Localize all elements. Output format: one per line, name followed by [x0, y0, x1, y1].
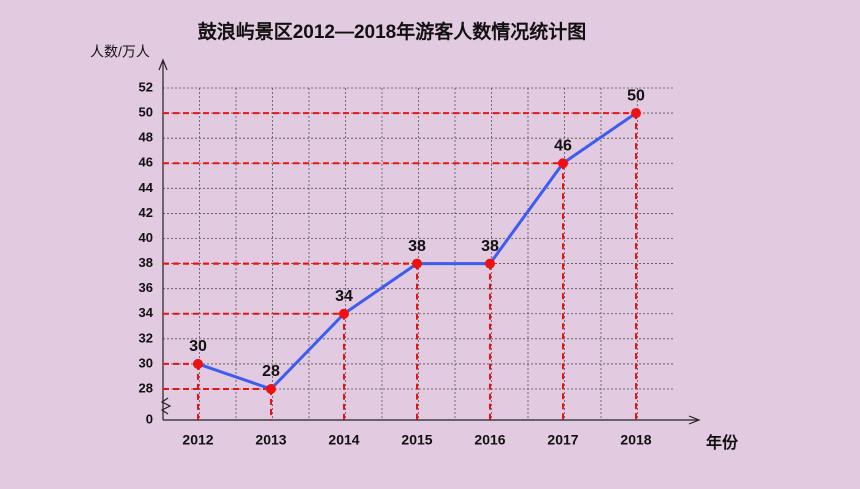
y-axis-arrow: [158, 58, 168, 71]
y-tick-label: 48: [139, 130, 153, 145]
y-tick-label: 38: [139, 255, 153, 270]
data-label: 50: [627, 87, 645, 104]
data-label: 30: [189, 338, 207, 355]
y-tick-label: 0: [146, 411, 153, 426]
data-point: [485, 258, 495, 269]
y-tick-label: 36: [139, 280, 153, 295]
axis-break: [160, 397, 172, 415]
y-tick-label: 32: [139, 330, 153, 345]
x-axis-arrow: [688, 415, 701, 425]
x-tick-label: 2017: [547, 432, 578, 448]
data-point: [266, 384, 276, 394]
y-tick-label: 42: [139, 205, 153, 220]
data-label: 38: [408, 238, 426, 255]
data-label: 46: [554, 137, 572, 154]
chart-title: 鼓浪屿景区2012—2018年游客人数情况统计图: [198, 20, 587, 43]
y-tick-label: 28: [139, 380, 153, 395]
data-label: 28: [262, 363, 280, 380]
y-tick-label: 52: [139, 79, 153, 94]
data-label: 38: [481, 238, 499, 255]
data-point: [412, 258, 422, 269]
y-tick-label: 46: [139, 155, 153, 170]
x-tick-label: 2015: [401, 432, 432, 448]
data-point: [193, 358, 203, 369]
x-tick-label: 2013: [255, 432, 286, 448]
y-tick-label: 34: [139, 305, 154, 320]
data-point: [558, 158, 568, 169]
y-axis-label: 人数/万人: [90, 44, 150, 60]
x-tick-label: 2012: [182, 432, 213, 448]
x-tick-label: 2014: [328, 432, 359, 448]
y-tick-label: 44: [139, 180, 154, 195]
data-point: [631, 108, 641, 119]
y-tick-label: 30: [139, 355, 153, 370]
data-point: [339, 308, 349, 319]
y-tick-label: 40: [139, 230, 153, 245]
x-tick-label: 2016: [474, 432, 505, 448]
x-tick-label: 2018: [620, 432, 651, 448]
data-label: 34: [335, 288, 353, 305]
x-axis-label: 年份: [706, 433, 739, 452]
y-tick-label: 50: [139, 105, 153, 120]
